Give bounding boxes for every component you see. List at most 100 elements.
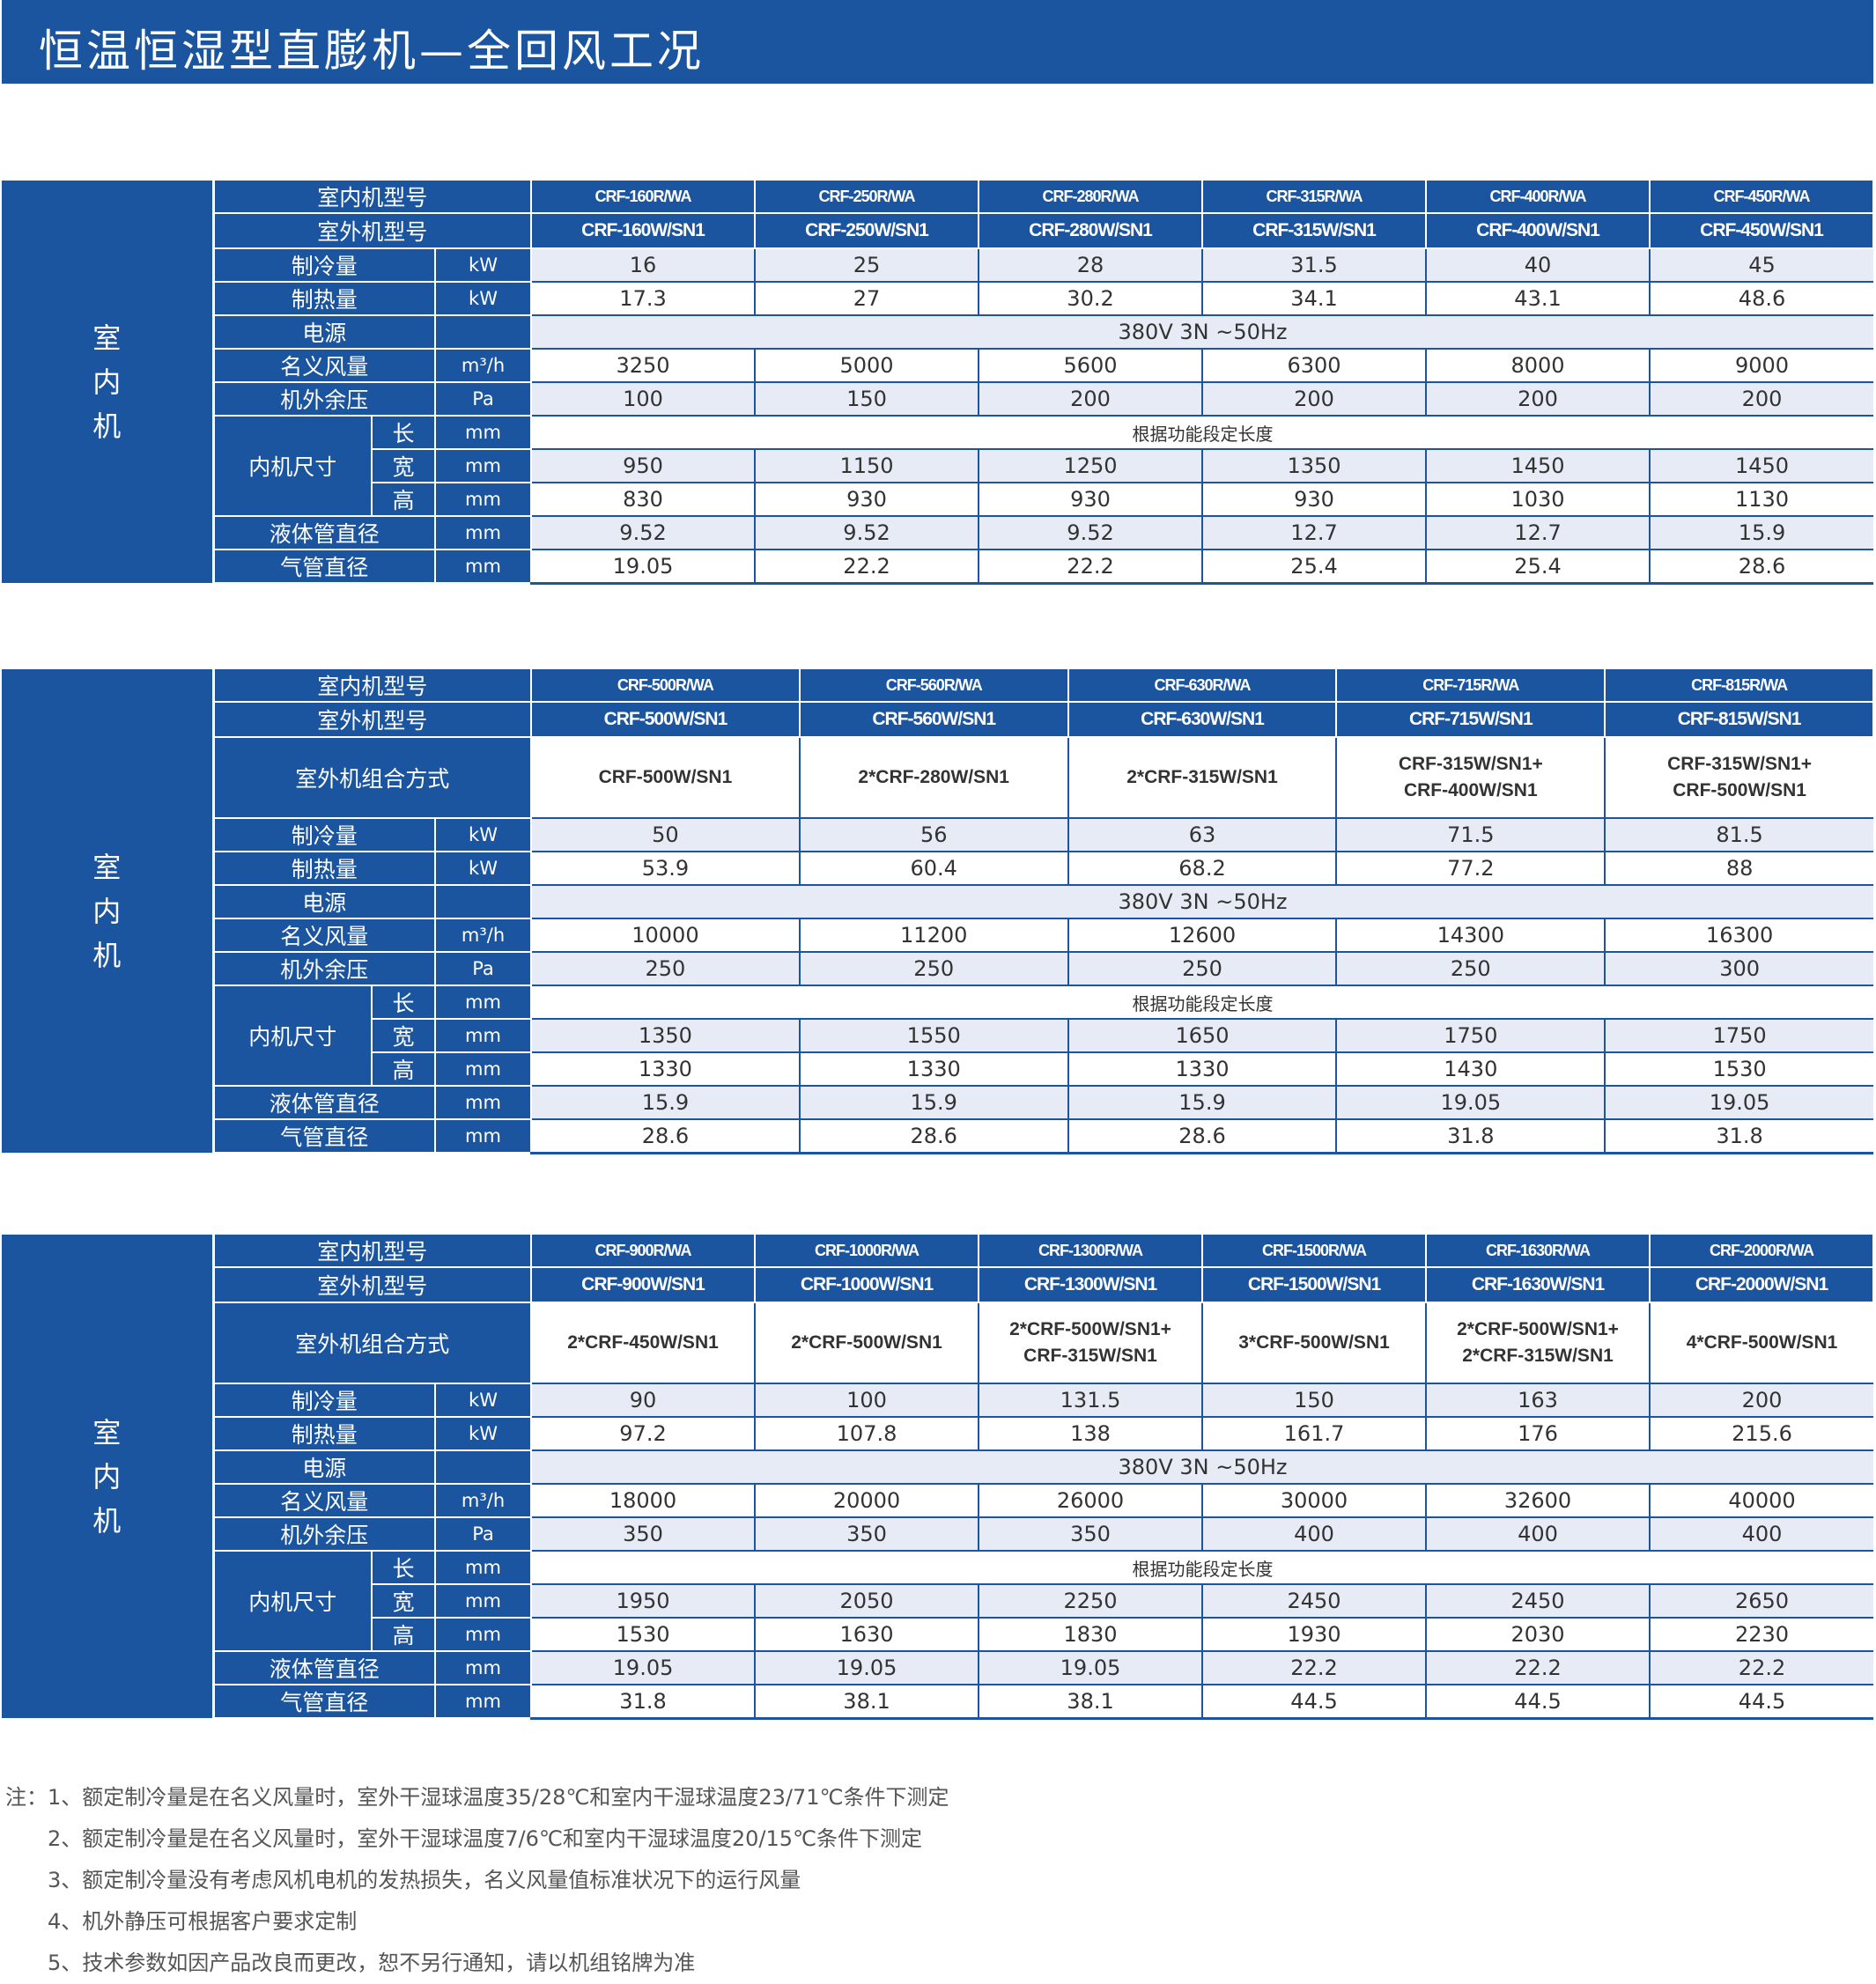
table-row: 内机尺寸长 mm 根据功能段定长度 <box>2 416 1874 517</box>
unit-power <box>435 885 533 919</box>
label-pressure: 机外余压 <box>213 1517 436 1552</box>
gas-cell: 22.2 <box>755 549 980 585</box>
table-row: 高 mm 1330 1330 1330 1430 1530 <box>2 1052 1873 1087</box>
pressure-cell: 100 <box>531 382 757 417</box>
unit-power <box>435 1450 533 1485</box>
outdoor-model-cell: CRF-2000W/SN1 <box>1650 1267 1875 1303</box>
label-airflow: 名义风量 <box>213 918 436 953</box>
heating-cell: 138 <box>979 1417 1204 1451</box>
table-row: 机外余压 Pa 250 250 250 250 300 <box>2 952 1873 986</box>
outdoor-model-cell: CRF-450W/SN1 <box>1650 213 1875 249</box>
pressure-cell: 300 <box>1605 952 1873 986</box>
liquid-cell: 9.52 <box>755 516 980 550</box>
airflow-cell: 5600 <box>979 349 1204 383</box>
label-power: 电源 <box>213 315 436 350</box>
table-row: 制冷量 kW 50 56 63 71.5 81.5 <box>2 818 1873 852</box>
indoor-model-cell: CRF-1500R/WA <box>1202 1235 1428 1268</box>
label-height: 高 <box>372 1052 436 1087</box>
airflow-cell: 9000 <box>1650 349 1874 383</box>
unit-pressure: Pa <box>435 382 533 417</box>
label-width: 宽 <box>372 1584 436 1619</box>
combo-cell: 2*CRF-500W/SN1+ CRF-315W/SN1 <box>979 1302 1204 1384</box>
combo-line: 2*CRF-315W/SN1 <box>1462 1346 1614 1366</box>
combo-line: CRF-500W/SN1 <box>598 767 733 787</box>
label-power: 电源 <box>213 1450 436 1485</box>
heating-cell: 34.1 <box>1202 282 1428 316</box>
indoor-model-cell: CRF-1000R/WA <box>755 1235 980 1268</box>
cooling-cell: 163 <box>1426 1383 1651 1418</box>
table-row: 室外机组合方式 2*CRF-450W/SN1 2*CRF-500W/SN1 2*CRF… <box>2 1302 1874 1384</box>
width-cell: 1350 <box>531 1019 801 1053</box>
label-cooling: 制冷量 <box>213 818 436 852</box>
liquid-cell: 9.52 <box>979 516 1204 550</box>
unit-heating: kW <box>435 852 533 886</box>
combo-line: CRF-500W/SN1 <box>1673 780 1806 800</box>
airflow-cell: 18000 <box>531 1484 757 1518</box>
pressure-cell: 250 <box>1067 952 1338 986</box>
airflow-cell: 12600 <box>1067 918 1338 953</box>
liquid-cell: 15.9 <box>1650 516 1874 550</box>
table-row: 室外机型号 CRF-160W/SN1 CRF-250W/SN1 CRF-280W/SN… <box>2 213 1875 249</box>
label-liquid: 液体管直径 <box>213 516 436 550</box>
width-cell: 1550 <box>799 1019 1069 1053</box>
combo-cell: CRF-500W/SN1 <box>531 737 801 819</box>
height-cell: 2030 <box>1426 1618 1651 1652</box>
heating-cell: 53.9 <box>531 852 801 886</box>
table-row: 制冷量 kW 16 25 28 31.5 40 45 <box>2 248 1874 283</box>
unit-cooling: kW <box>435 248 533 283</box>
gas-cell: 25.4 <box>1426 549 1651 585</box>
cooling-cell: 200 <box>1650 1383 1874 1418</box>
label-heating: 制热量 <box>213 282 436 316</box>
power-cell: 380V 3N ~50Hz <box>531 885 1873 919</box>
pressure-cell: 250 <box>799 952 1069 986</box>
unit-cooling: kW <box>435 818 533 852</box>
cooling-cell: 90 <box>531 1383 757 1418</box>
gas-cell: 22.2 <box>979 549 1204 585</box>
airflow-cell: 26000 <box>979 1484 1204 1518</box>
indoor-model-cell: CRF-630R/WA <box>1067 669 1338 703</box>
unit-width: mm <box>435 1584 533 1619</box>
unit-height: mm <box>435 1618 533 1652</box>
airflow-cell: 30000 <box>1202 1484 1428 1518</box>
unit-width: mm <box>435 1019 533 1053</box>
label-width: 宽 <box>372 1019 436 1053</box>
pressure-cell: 400 <box>1426 1517 1651 1552</box>
table-row: 制热量 kW 97.2 107.8 138 161.7 176 215.6 <box>2 1417 1874 1451</box>
outdoor-model-cell: CRF-1630W/SN1 <box>1426 1267 1651 1303</box>
label-size: 内机尺寸 <box>213 985 373 1087</box>
label-indoor-model: 室内机型号 <box>213 669 533 703</box>
label-gas: 气管直径 <box>213 1685 436 1719</box>
width-cell: 1250 <box>979 449 1204 483</box>
width-cell: 1450 <box>1426 449 1651 483</box>
heating-cell: 48.6 <box>1650 282 1874 316</box>
outdoor-model-cell: CRF-315W/SN1 <box>1202 213 1428 249</box>
indoor-model-cell: CRF-250R/WA <box>755 181 980 214</box>
indoor-model-cell: CRF-315R/WA <box>1202 181 1428 214</box>
table-row: 高 mm 830 930 930 930 1030 1130 <box>2 483 1874 517</box>
table-row: 制热量 kW 17.3 27 30.2 34.1 43.1 48.6 <box>2 282 1874 316</box>
cooling-cell: 81.5 <box>1605 818 1873 852</box>
height-cell: 1930 <box>1202 1618 1428 1652</box>
table-row: 机外余压 Pa 100 150 200 200 200 200 <box>2 382 1874 417</box>
table-row: 高 mm 1530 1630 1830 1930 2030 2230 <box>2 1618 1874 1652</box>
label-gas: 气管直径 <box>213 549 436 584</box>
pressure-cell: 250 <box>1336 952 1606 986</box>
cooling-cell: 16 <box>531 248 757 283</box>
heating-cell: 176 <box>1426 1417 1651 1451</box>
cooling-cell: 45 <box>1650 248 1874 283</box>
unit-cooling: kW <box>435 1383 533 1418</box>
combo-line: CRF-315W/SN1+ <box>1398 754 1543 774</box>
gas-cell: 28.6 <box>531 1119 801 1154</box>
height-cell: 1130 <box>1650 483 1874 517</box>
label-height: 高 <box>372 1618 436 1652</box>
table-row: 室内机室内机型号 CRF-900R/WA CRF-1000R/WA CRF-1300R… <box>2 1235 1875 1718</box>
note-line: 3、额定制冷量没有考虑风机电机的发热损失，名义风量值标准状况下的运行风量 <box>48 1868 801 1892</box>
table-row: 室内机室内机型号 CRF-160R/WA CRF-250R/WA CRF-280R/W… <box>2 181 1875 583</box>
height-cell: 1030 <box>1426 483 1651 517</box>
label-outdoor-model: 室外机型号 <box>213 702 533 738</box>
unit-height: mm <box>435 1052 533 1087</box>
airflow-cell: 8000 <box>1426 349 1651 383</box>
heating-cell: 161.7 <box>1202 1417 1428 1451</box>
gas-cell: 44.5 <box>1202 1685 1428 1720</box>
unit-liquid: mm <box>435 516 533 550</box>
